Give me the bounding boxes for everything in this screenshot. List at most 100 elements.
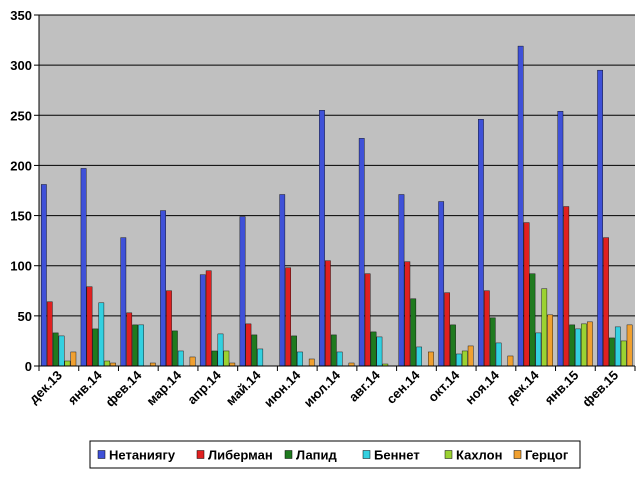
bar xyxy=(478,119,484,367)
x-tick-label: фев.15 xyxy=(579,368,621,410)
bar xyxy=(428,351,434,367)
bar xyxy=(541,288,548,367)
bar xyxy=(569,324,576,367)
bar xyxy=(325,260,331,367)
bar xyxy=(319,110,325,367)
legend-box xyxy=(89,440,581,469)
y-tick-label: 300 xyxy=(10,58,32,73)
bar xyxy=(523,222,530,367)
bar xyxy=(104,360,111,367)
bar xyxy=(138,324,144,367)
bar xyxy=(495,342,502,367)
bar xyxy=(581,323,587,367)
bar xyxy=(557,111,564,367)
bar xyxy=(358,138,365,367)
bar xyxy=(92,328,99,367)
x-tick-label: дек.14 xyxy=(503,367,542,406)
bar xyxy=(132,324,138,367)
bar xyxy=(211,350,218,367)
y-tick-label: 200 xyxy=(10,158,32,173)
bar xyxy=(160,210,166,367)
bar xyxy=(398,194,405,367)
bar xyxy=(171,330,178,367)
bar xyxy=(297,351,303,367)
bar xyxy=(376,336,383,367)
x-tick-label: авг.14 xyxy=(346,367,384,405)
bar xyxy=(291,335,297,367)
bar xyxy=(52,332,59,367)
bar xyxy=(239,216,246,367)
bar xyxy=(285,267,292,367)
bar xyxy=(597,69,603,367)
bar xyxy=(587,321,593,367)
bar xyxy=(126,312,133,367)
bar xyxy=(444,292,450,367)
bar xyxy=(80,168,87,367)
bar xyxy=(456,353,462,367)
bar xyxy=(330,334,337,367)
bars xyxy=(41,45,633,367)
bar xyxy=(86,286,93,367)
bar xyxy=(461,350,468,367)
y-tick-label: 0 xyxy=(25,359,32,374)
y-tick-label: 50 xyxy=(18,309,32,324)
x-tick-label: апр.14 xyxy=(184,367,224,407)
legend-label: Герцог xyxy=(525,448,569,463)
bar xyxy=(199,274,206,367)
legend-swatch xyxy=(513,450,522,459)
bar xyxy=(416,346,423,367)
x-tick-label: янв.15 xyxy=(542,368,582,408)
bar xyxy=(563,206,570,367)
bar xyxy=(575,328,581,367)
bar xyxy=(547,314,554,367)
bar xyxy=(609,337,615,367)
bar xyxy=(336,351,343,367)
legend-label: Беннет xyxy=(374,448,420,463)
bar xyxy=(41,184,47,367)
bar xyxy=(483,290,490,367)
legend-label: Либерман xyxy=(208,448,273,463)
plot-area xyxy=(39,15,635,366)
bar xyxy=(626,324,633,367)
x-tick-label: фев.14 xyxy=(102,367,145,410)
bar xyxy=(217,333,224,367)
legend-swatch xyxy=(97,450,106,459)
bar xyxy=(251,334,258,367)
axes xyxy=(38,15,635,367)
bar xyxy=(205,270,212,367)
bar xyxy=(620,340,627,367)
bar xyxy=(370,331,377,367)
bar xyxy=(614,326,621,367)
bar xyxy=(450,324,456,367)
bar xyxy=(177,350,184,367)
x-tick-label: ноя.14 xyxy=(462,367,502,407)
legend: Нетаниягу Либерман Лапид Беннет Кахлон Герцог xyxy=(89,440,581,469)
bar xyxy=(535,332,542,367)
bar xyxy=(410,298,417,367)
bar xyxy=(98,302,105,367)
bar xyxy=(308,358,315,367)
x-tick-label: янв.14 xyxy=(65,367,105,407)
x-tick-label: май.14 xyxy=(223,367,264,408)
legend-swatch xyxy=(284,450,293,459)
bar xyxy=(223,350,230,367)
bar xyxy=(257,348,264,367)
bar xyxy=(245,323,252,367)
x-tick-label: мар.14 xyxy=(143,367,184,408)
bar xyxy=(404,261,411,367)
bar xyxy=(603,237,609,367)
y-tick-label: 250 xyxy=(10,108,32,123)
legend-label: Кахлон xyxy=(456,448,502,463)
bar xyxy=(189,356,196,367)
bar xyxy=(64,360,71,367)
legend-swatch xyxy=(362,450,371,459)
bar xyxy=(58,335,65,367)
bar xyxy=(467,345,474,367)
bar xyxy=(438,201,445,367)
legend-swatch xyxy=(444,450,453,459)
bar xyxy=(70,351,77,367)
x-tick-label: окт.14 xyxy=(425,367,463,405)
y-tick-label: 350 xyxy=(10,8,32,23)
